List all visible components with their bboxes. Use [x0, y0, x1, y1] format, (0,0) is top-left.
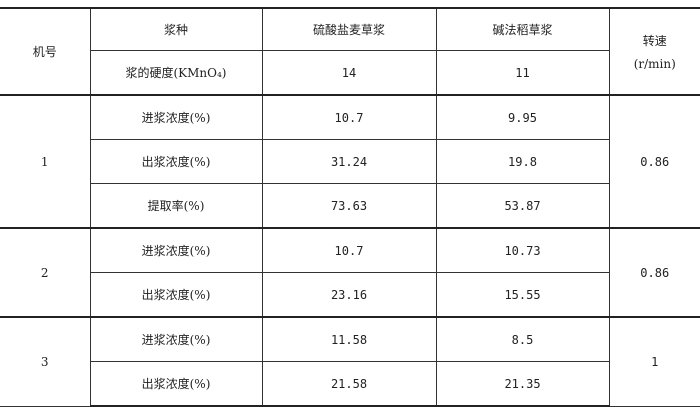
- cell-b: 8.5: [436, 317, 609, 362]
- cell-b: 53.87: [436, 184, 609, 229]
- cell-b: 9.95: [436, 95, 609, 140]
- speed-unit: (r/min): [610, 57, 700, 71]
- cell-a: 21.58: [262, 362, 436, 407]
- cell-a: 11.58: [262, 317, 436, 362]
- header-machine-no: 机号: [0, 8, 90, 95]
- machine-no: 3: [0, 317, 90, 406]
- machine-no: 2: [0, 228, 90, 317]
- cell-a: 73.63: [262, 184, 436, 229]
- speed-value: 1: [609, 317, 700, 406]
- hardness-b: 11: [436, 51, 609, 96]
- row-label: 进浆浓度(%): [90, 95, 262, 140]
- machine-no: 1: [0, 95, 90, 228]
- cell-a: 23.16: [262, 273, 436, 318]
- speed-value: 0.86: [609, 228, 700, 317]
- data-table: 机号 浆种 硫酸盐麦草浆 碱法稻草浆 转速 (r/min) 浆的硬度(KMnO₄…: [0, 7, 700, 407]
- cell-b: 21.35: [436, 362, 609, 407]
- cell-a: 10.7: [262, 95, 436, 140]
- row-label: 提取率(%): [90, 184, 262, 229]
- row-label: 进浆浓度(%): [90, 317, 262, 362]
- header-col-b: 碱法稻草浆: [436, 8, 609, 51]
- row-label: 进浆浓度(%): [90, 228, 262, 273]
- row-label: 出浆浓度(%): [90, 140, 262, 184]
- hardness-a: 14: [262, 51, 436, 96]
- row-label: 出浆浓度(%): [90, 273, 262, 318]
- cell-b: 19.8: [436, 140, 609, 184]
- header-speed: 转速 (r/min): [609, 8, 700, 95]
- cell-b: 15.55: [436, 273, 609, 318]
- cell-a: 10.7: [262, 228, 436, 273]
- cell-a: 31.24: [262, 140, 436, 184]
- hardness-label: 浆的硬度(KMnO₄): [90, 51, 262, 96]
- cell-b: 10.73: [436, 228, 609, 273]
- header-pulp-type: 浆种: [90, 8, 262, 51]
- header-col-a: 硫酸盐麦草浆: [262, 8, 436, 51]
- speed-label: 转速: [610, 32, 700, 49]
- row-label: 出浆浓度(%): [90, 362, 262, 407]
- speed-value: 0.86: [609, 95, 700, 228]
